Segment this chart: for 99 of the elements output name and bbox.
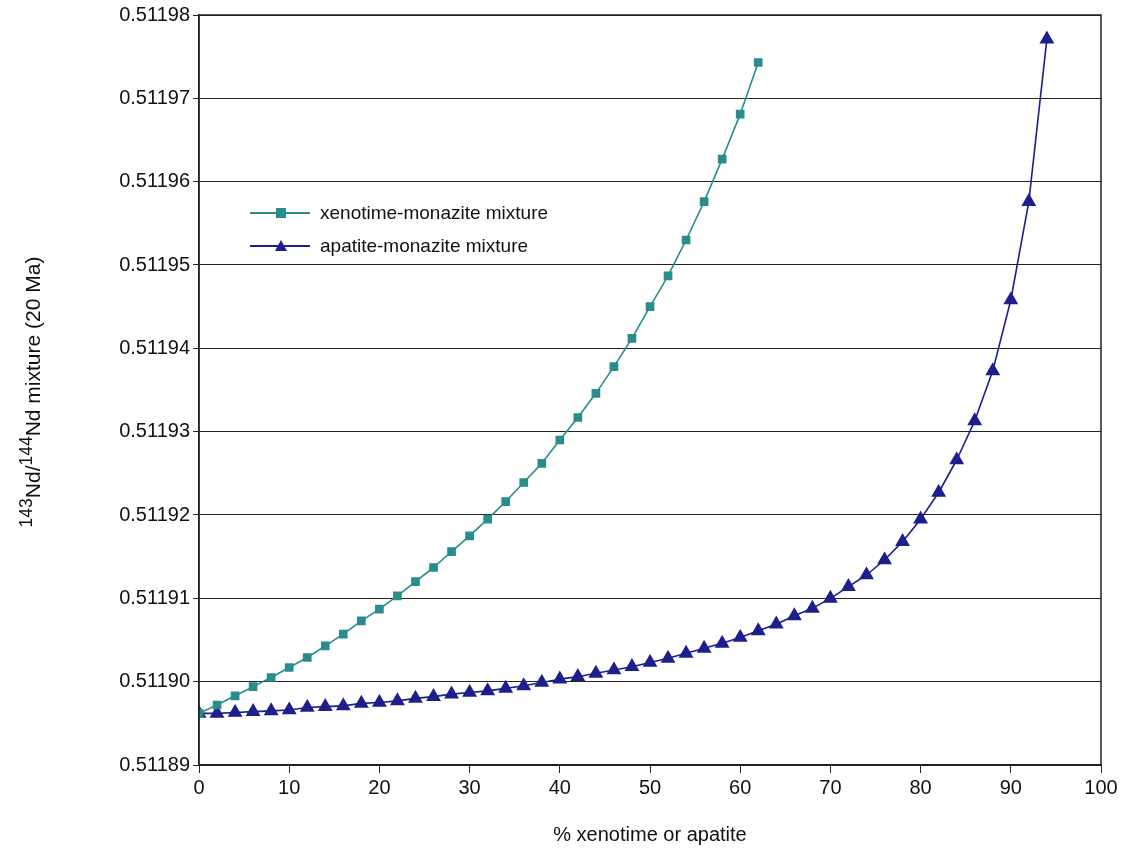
point bbox=[336, 698, 351, 711]
point bbox=[534, 674, 549, 687]
point bbox=[537, 459, 547, 468]
point bbox=[733, 629, 748, 642]
x-tick-label: 0 bbox=[193, 775, 205, 798]
point bbox=[302, 653, 312, 662]
point bbox=[823, 590, 838, 603]
point bbox=[516, 678, 531, 691]
x-tick-label: 40 bbox=[548, 775, 571, 798]
point bbox=[859, 567, 874, 580]
point bbox=[501, 497, 511, 506]
point bbox=[805, 600, 820, 613]
x-tick-label: 80 bbox=[909, 775, 932, 798]
point bbox=[411, 577, 420, 586]
point bbox=[931, 484, 946, 497]
point bbox=[375, 604, 384, 614]
point bbox=[429, 563, 438, 572]
point bbox=[609, 362, 619, 371]
point bbox=[570, 668, 585, 681]
point bbox=[573, 413, 583, 422]
point bbox=[246, 703, 260, 716]
point bbox=[663, 271, 673, 281]
point bbox=[264, 703, 279, 716]
x-tick-label: 100 bbox=[1084, 775, 1118, 798]
x-tick-label: 20 bbox=[368, 775, 391, 798]
y-tick-label: 0.51196 bbox=[119, 169, 190, 192]
point bbox=[498, 680, 513, 693]
x-tick-label: 50 bbox=[638, 775, 662, 798]
legend-label: apatite-monazite mixture bbox=[320, 234, 529, 257]
point bbox=[735, 109, 745, 119]
point bbox=[985, 363, 1000, 376]
y-tick-label: 0.51190 bbox=[119, 669, 190, 692]
x-tick-label: 70 bbox=[819, 775, 842, 798]
point bbox=[679, 645, 693, 658]
point bbox=[643, 654, 657, 667]
point bbox=[444, 686, 459, 699]
point bbox=[769, 616, 784, 629]
point bbox=[248, 682, 258, 691]
y-tick-label: 0.51189 bbox=[119, 752, 190, 775]
legend-label: xenotime-monazite mixture bbox=[320, 201, 549, 224]
y-tick-label: 0.51191 bbox=[119, 585, 190, 608]
point bbox=[300, 699, 315, 712]
point bbox=[465, 531, 474, 541]
point bbox=[480, 683, 495, 696]
point bbox=[661, 650, 675, 663]
point bbox=[895, 533, 910, 546]
point bbox=[354, 695, 369, 708]
point bbox=[282, 702, 297, 715]
point bbox=[697, 640, 711, 653]
point bbox=[426, 688, 441, 701]
point bbox=[372, 694, 387, 707]
point bbox=[447, 547, 456, 556]
point bbox=[483, 514, 492, 524]
point bbox=[552, 671, 567, 684]
point bbox=[753, 58, 763, 67]
point bbox=[699, 197, 709, 206]
point bbox=[625, 658, 639, 671]
point bbox=[717, 154, 727, 164]
point bbox=[877, 552, 892, 565]
point bbox=[320, 641, 330, 651]
y-tick-label: 0.51192 bbox=[119, 502, 190, 525]
y-tick-label: 0.51198 bbox=[119, 2, 190, 25]
point bbox=[787, 608, 802, 621]
x-axis-title: % xenotime or apatite bbox=[553, 822, 747, 845]
y-tick-label: 0.51197 bbox=[119, 85, 190, 108]
point bbox=[627, 334, 637, 343]
y-tick-label: 0.51193 bbox=[119, 419, 190, 442]
point bbox=[913, 511, 928, 524]
point bbox=[1040, 31, 1054, 44]
point bbox=[357, 616, 366, 626]
point bbox=[390, 693, 405, 706]
x-tick-label: 10 bbox=[278, 775, 301, 798]
point bbox=[462, 684, 477, 697]
point bbox=[645, 302, 655, 311]
point bbox=[589, 665, 603, 678]
point bbox=[519, 478, 529, 487]
point bbox=[841, 578, 856, 591]
point bbox=[338, 629, 348, 639]
point bbox=[715, 635, 730, 648]
y-tick-label: 0.51194 bbox=[119, 335, 190, 358]
point bbox=[318, 698, 333, 711]
point bbox=[266, 673, 276, 682]
x-tick-label: 30 bbox=[458, 775, 481, 798]
point bbox=[967, 413, 982, 426]
point bbox=[1021, 193, 1036, 206]
point bbox=[284, 663, 294, 672]
point bbox=[591, 389, 601, 398]
point bbox=[408, 690, 423, 703]
point bbox=[607, 662, 621, 675]
point bbox=[751, 623, 766, 636]
point bbox=[949, 452, 964, 465]
x-tick-label: 90 bbox=[999, 775, 1022, 798]
point bbox=[230, 691, 240, 701]
x-tick-label: 60 bbox=[729, 775, 752, 798]
y-tick-label: 0.51195 bbox=[119, 252, 190, 275]
point bbox=[228, 704, 242, 717]
point bbox=[393, 591, 402, 601]
point bbox=[555, 435, 565, 445]
point bbox=[1003, 292, 1018, 305]
